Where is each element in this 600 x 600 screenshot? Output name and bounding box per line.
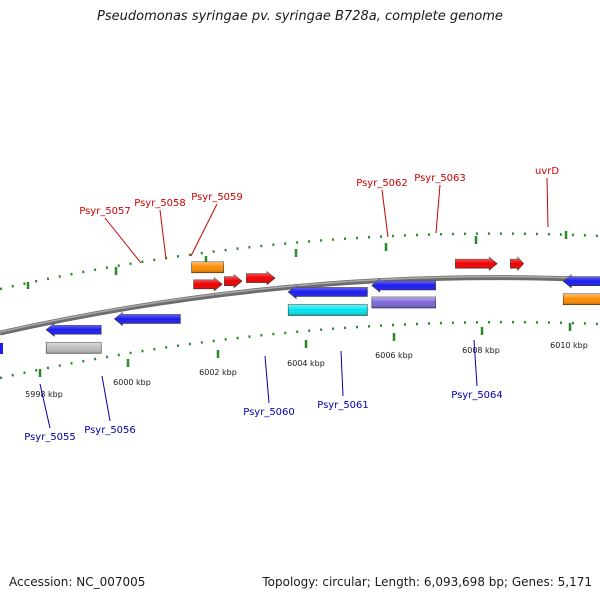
gene-label-psyr-5061[interactable]: Psyr_5061 xyxy=(317,400,369,411)
gene-label-psyr-5063[interactable]: Psyr_5063 xyxy=(414,173,466,184)
gene-label-psyr-5056[interactable]: Psyr_5056 xyxy=(84,425,136,436)
gene-label-psyr-5064[interactable]: Psyr_5064 xyxy=(451,390,503,401)
gene-psyr-5055-companion[interactable] xyxy=(45,322,102,337)
tick-row-top xyxy=(0,232,600,291)
scale-label-6000: 6000 kbp xyxy=(113,378,151,387)
gene-label-uvrd[interactable]: uvrD xyxy=(535,166,559,177)
gene-psyr-5062-arrow[interactable] xyxy=(455,256,498,271)
gene-psyr-5059-leader xyxy=(190,203,218,257)
gene-label-psyr-5059[interactable]: Psyr_5059 xyxy=(191,192,243,203)
scale-label-6002: 6002 kbp xyxy=(199,368,237,377)
gene-psyr-5055-leader xyxy=(39,383,51,429)
scale-label-6004: 6004 kbp xyxy=(287,359,325,368)
gene-psyr-5064-companion[interactable] xyxy=(562,274,600,289)
gene-psyr-5064-leader xyxy=(473,339,478,387)
gene-psyr-5060-leader xyxy=(264,355,270,404)
gene-psyr-5056-leader xyxy=(101,375,111,422)
gene-psyr-5063-arrow[interactable] xyxy=(510,256,525,271)
gene-psyr-5058-arrow[interactable] xyxy=(224,274,243,289)
accession-text: Accession: NC_007005 xyxy=(9,575,146,589)
major-ticks-bottom xyxy=(38,323,572,377)
gene-psyr-5057-arrow[interactable] xyxy=(193,277,223,292)
gene-psyr-5060-companion[interactable] xyxy=(287,284,368,300)
genome-backbone xyxy=(0,275,600,336)
gene-psyr-5061-leader xyxy=(340,350,344,397)
gene-label-psyr-5057[interactable]: Psyr_5057 xyxy=(79,206,131,217)
gene-psyr-5063-leader xyxy=(435,184,441,234)
map-title: Pseudomonas syringae pv. syringae B728a,… xyxy=(97,9,503,24)
gene-psyr-5057-leader xyxy=(104,217,142,264)
gene-label-psyr-5062[interactable]: Psyr_5062 xyxy=(356,178,408,189)
scale-label-6010: 6010 kbp xyxy=(550,341,588,350)
major-ticks-top xyxy=(26,231,568,289)
gene-psyr-5059-arrow[interactable] xyxy=(246,270,276,286)
gene-psyr-5061-companion[interactable] xyxy=(371,278,436,293)
scale-label-5998: 5998 kbp xyxy=(25,390,63,399)
gene-uvrd-leader xyxy=(546,177,549,228)
gene-label-psyr-5058[interactable]: Psyr_5058 xyxy=(134,198,186,209)
gene-psyr-5062-leader xyxy=(381,189,389,238)
gene-psyr-5058-leader xyxy=(159,209,167,260)
gene-label-psyr-5060[interactable]: Psyr_5060 xyxy=(243,407,295,418)
tick-row-bottom xyxy=(0,320,600,380)
scale-label-6006: 6006 kbp xyxy=(375,351,413,360)
scale-label-6008: 6008 kbp xyxy=(462,346,500,355)
gene-partial-left-minus xyxy=(0,343,3,354)
gene-psyr-5056-arrow[interactable] xyxy=(113,311,181,327)
topology-text: Topology: circular; Length: 6,093,698 bp… xyxy=(262,575,592,589)
gene-label-psyr-5055[interactable]: Psyr_5055 xyxy=(24,432,76,443)
